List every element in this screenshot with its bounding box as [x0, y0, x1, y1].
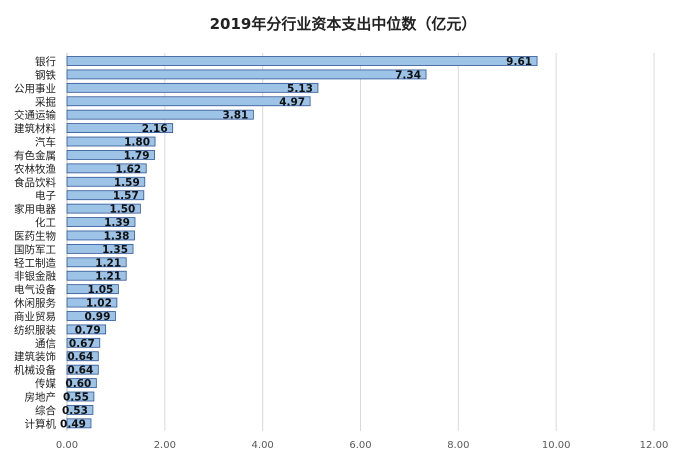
data-label: 4.97	[279, 96, 305, 108]
data-label: 1.02	[86, 298, 112, 310]
category-label: 交通运输	[14, 109, 56, 122]
category-label: 传媒	[35, 377, 56, 390]
data-label: 0.64	[67, 365, 93, 377]
data-label: 7.34	[395, 69, 421, 81]
data-label: 5.13	[287, 83, 313, 95]
category-label: 房地产	[25, 391, 57, 404]
bar	[66, 109, 254, 120]
data-label: 0.60	[65, 378, 91, 390]
category-label: 公用事业	[14, 82, 56, 95]
category-label: 商业贸易	[14, 310, 56, 323]
category-label: 建筑材料	[14, 122, 56, 135]
bar	[66, 337, 101, 348]
bars	[66, 56, 538, 429]
category-label: 家用电器	[14, 203, 56, 216]
data-label: 0.49	[60, 418, 86, 430]
category-label: 钢铁	[35, 68, 56, 81]
data-label: 2.16	[142, 123, 168, 135]
bar	[66, 230, 135, 241]
bar	[66, 324, 107, 335]
data-label: 3.81	[222, 110, 248, 122]
category-labels: 银行钢铁公用事业采掘交通运输建筑材料汽车有色金属农林牧渔食品饮料电子家用电器化工…	[14, 55, 56, 430]
category-label: 汽车	[35, 136, 56, 149]
x-tick-label: 4.00	[252, 440, 274, 451]
data-label: 1.57	[113, 190, 139, 202]
bar	[66, 391, 95, 402]
x-tick-label: 2.00	[154, 440, 176, 451]
bar	[66, 163, 147, 174]
category-label: 计算机	[25, 417, 57, 430]
data-label: 1.80	[124, 137, 150, 149]
value-labels: 9.61 7.34 5.134.97 3.81 2.16 1.801.791.62 1.59…	[60, 56, 532, 430]
x-axis-tick-labels: 0.00 2.00 4.00 6.00 8.00 10.00 12.00	[56, 440, 668, 451]
bar	[66, 418, 92, 429]
x-tick-label: 0.00	[56, 440, 78, 451]
bar	[66, 69, 427, 80]
bar	[66, 123, 174, 133]
data-label: 0.67	[69, 338, 95, 350]
data-label: 1.50	[109, 204, 135, 216]
category-label: 银行	[35, 55, 56, 68]
data-label: 1.79	[124, 150, 150, 162]
data-label: 1.62	[115, 163, 141, 175]
data-label: 1.35	[102, 244, 128, 256]
data-label: 1.59	[114, 177, 140, 189]
bar	[66, 364, 99, 375]
data-label: 1.05	[87, 284, 113, 296]
category-label: 医药生物	[14, 229, 56, 242]
bar	[66, 190, 145, 201]
category-label: 采掘	[35, 95, 56, 108]
x-tick-label: 10.00	[542, 440, 571, 451]
category-label: 休闲服务	[14, 297, 56, 310]
data-label: 9.61	[506, 56, 532, 68]
bar	[66, 405, 94, 415]
data-label: 0.79	[75, 324, 101, 336]
category-label: 农林牧渔	[14, 162, 56, 175]
x-tick-label: 6.00	[349, 440, 371, 451]
bar	[66, 243, 134, 254]
bar	[66, 284, 119, 295]
data-label: 1.21	[95, 271, 121, 283]
bar	[66, 136, 156, 147]
data-label: 1.21	[95, 257, 121, 269]
category-label: 综合	[35, 404, 56, 417]
category-label: 轻工制造	[14, 256, 56, 269]
data-label: 0.64	[67, 351, 93, 363]
bar	[66, 378, 97, 388]
bar	[66, 311, 116, 321]
bar	[66, 82, 319, 93]
category-label: 食品饮料	[14, 176, 56, 189]
category-label: 机械设备	[14, 364, 56, 377]
bar	[66, 56, 538, 66]
category-label: 化工	[35, 216, 56, 229]
category-label: 有色金属	[14, 149, 56, 162]
data-label: 0.99	[85, 311, 111, 323]
data-label: 1.39	[104, 217, 130, 229]
category-label: 通信	[35, 338, 56, 350]
category-label: 电子	[35, 189, 56, 202]
data-label: 1.38	[104, 230, 130, 242]
bar	[66, 257, 127, 268]
bar	[66, 217, 136, 227]
bar	[66, 351, 99, 362]
category-label: 国防军工	[14, 243, 56, 256]
category-label: 非银金融	[14, 270, 56, 283]
x-tick-label: 12.00	[640, 440, 669, 451]
bar	[66, 270, 127, 281]
x-tick-label: 8.00	[447, 440, 469, 451]
data-label: 0.53	[62, 405, 88, 417]
data-label: 0.55	[63, 392, 89, 404]
category-label: 建筑装饰	[14, 350, 56, 363]
bar	[66, 297, 118, 308]
bar	[66, 176, 146, 187]
bar	[66, 203, 141, 214]
bar	[66, 150, 155, 160]
category-label: 电气设备	[14, 283, 56, 296]
chart-title: 2019年分行业资本支出中位数（亿元）	[210, 15, 477, 33]
category-label: 纺织服装	[14, 323, 56, 336]
bar	[66, 96, 311, 107]
